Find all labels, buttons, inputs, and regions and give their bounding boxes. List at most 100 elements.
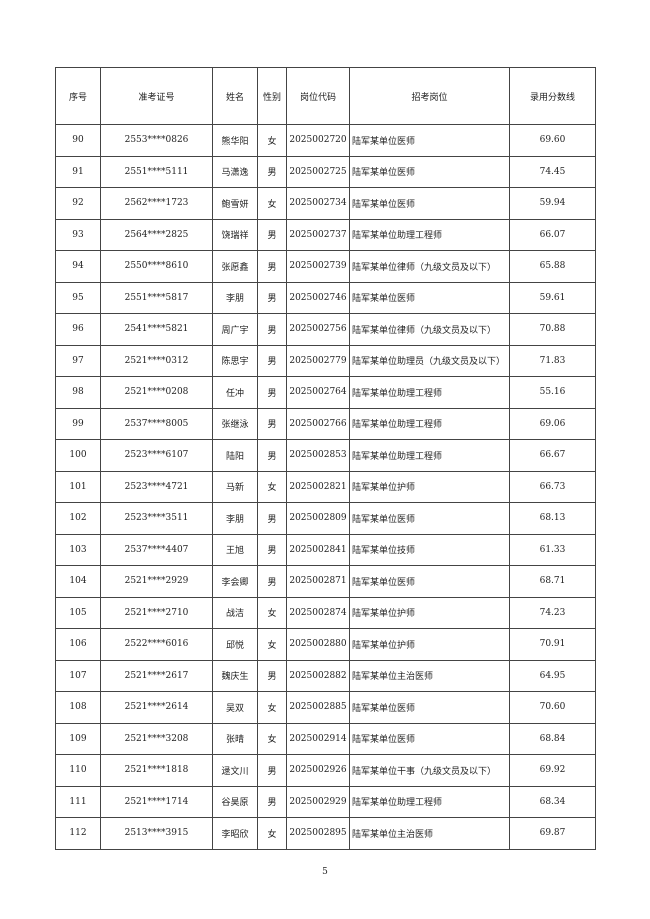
cell-position: 陆军某单位医师 — [349, 565, 510, 598]
cell-score: 70.60 — [509, 691, 596, 724]
cell-name: 陈思宇 — [212, 344, 258, 377]
table-row: 112 2513****3915 李昭欣女 2025002895 陆军某单位主治医师 69… — [55, 817, 596, 850]
cell-gender: 男 — [257, 376, 287, 409]
table-row: 104 2521****2929 李会卿男 2025002871 陆军某单位医师 68.7… — [55, 565, 596, 598]
table-row: 98 2521****0208 任冲男 2025002764 陆军某单位助理工程师 55.… — [55, 376, 596, 409]
cell-position: 陆军某单位主治医师 — [349, 817, 510, 850]
cell-position: 陆军某单位助理工程师 — [349, 376, 510, 409]
cell-position: 陆军某单位助理员（九级文员及以下） — [349, 344, 510, 377]
cell-position: 陆军某单位护师 — [349, 470, 510, 503]
cell-gender: 男 — [257, 313, 287, 346]
cell-score: 70.91 — [509, 628, 596, 661]
cell-exam-id: 2537****8005 — [100, 407, 213, 440]
cell-score: 66.67 — [509, 439, 596, 472]
cell-index: 99 — [55, 407, 101, 440]
cell-index: 101 — [55, 470, 101, 503]
cell-name: 张愿鑫 — [212, 250, 258, 283]
cell-score: 68.13 — [509, 502, 596, 535]
cell-score: 69.92 — [509, 754, 596, 787]
cell-index: 109 — [55, 722, 101, 755]
cell-index: 105 — [55, 596, 101, 629]
header-gender: 性别 — [257, 67, 287, 125]
cell-gender: 男 — [257, 502, 287, 535]
cell-name: 吴双 — [212, 691, 258, 724]
table-row: 103 2537****4407 王旭男 2025002841 陆军某单位技师 61.33 — [55, 533, 596, 566]
table-row: 107 2521****2617 魏庆生男 2025002882 陆军某单位主治医师 64… — [55, 659, 596, 692]
cell-position-code: 2025002929 — [286, 785, 350, 818]
cell-position: 陆军某单位医师 — [349, 502, 510, 535]
cell-position: 陆军某单位技师 — [349, 533, 510, 566]
cell-exam-id: 2523****3511 — [100, 502, 213, 535]
table-row: 92 2562****1723 鲍雪妍女 2025002734 陆军某单位医师 59.94 — [55, 187, 596, 220]
header-position-code: 岗位代码 — [286, 67, 350, 125]
cell-position-code: 2025002874 — [286, 596, 350, 629]
cell-score: 59.61 — [509, 281, 596, 314]
header-position: 招考岗位 — [349, 67, 510, 125]
cell-index: 102 — [55, 502, 101, 535]
cell-index: 106 — [55, 628, 101, 661]
header-exam-id: 准考证号 — [100, 67, 213, 125]
table-row: 102 2523****3511 李朋男 2025002809 陆军某单位医师 68.13 — [55, 502, 596, 535]
cell-name: 张继泳 — [212, 407, 258, 440]
cell-gender: 男 — [257, 565, 287, 598]
cell-exam-id: 2564****2825 — [100, 218, 213, 251]
table-row: 99 2537****8005 张继泳男 2025002766 陆军某单位助理工程师 69… — [55, 407, 596, 440]
cell-index: 91 — [55, 155, 101, 188]
cell-name: 李会卿 — [212, 565, 258, 598]
cell-gender: 男 — [257, 439, 287, 472]
cell-position: 陆军某单位医师 — [349, 281, 510, 314]
cell-index: 92 — [55, 187, 101, 220]
cell-position: 陆军某单位医师 — [349, 691, 510, 724]
cell-exam-id: 2521****2710 — [100, 596, 213, 629]
cell-exam-id: 2521****1714 — [100, 785, 213, 818]
cell-exam-id: 2541****5821 — [100, 313, 213, 346]
table-row: 96 2541****5821 周广宇男 2025002756 陆军某单位律师（九级文员… — [55, 313, 596, 346]
cell-exam-id: 2521****2614 — [100, 691, 213, 724]
cell-score: 66.07 — [509, 218, 596, 251]
cell-index: 95 — [55, 281, 101, 314]
cell-gender: 女 — [257, 187, 287, 220]
cell-score: 68.34 — [509, 785, 596, 818]
cell-gender: 男 — [257, 659, 287, 692]
cell-gender: 女 — [257, 817, 287, 850]
table-row: 95 2551****5817 李朋男 2025002746 陆军某单位医师 59.61 — [55, 281, 596, 314]
cell-position-code: 2025002725 — [286, 155, 350, 188]
cell-index: 110 — [55, 754, 101, 787]
cell-name: 张晴 — [212, 722, 258, 755]
cell-exam-id: 2553****0826 — [100, 124, 213, 157]
cell-exam-id: 2521****2929 — [100, 565, 213, 598]
cell-gender: 男 — [257, 250, 287, 283]
table-row: 108 2521****2614 吴双女 2025002885 陆军某单位医师 70.60 — [55, 691, 596, 724]
cell-position: 陆军某单位律师（九级文员及以下） — [349, 250, 510, 283]
cell-position: 陆军某单位医师 — [349, 722, 510, 755]
cell-score: 59.94 — [509, 187, 596, 220]
cell-gender: 男 — [257, 344, 287, 377]
cell-exam-id: 2523****6107 — [100, 439, 213, 472]
cell-position-code: 2025002779 — [286, 344, 350, 377]
cell-score: 65.88 — [509, 250, 596, 283]
cell-index: 111 — [55, 785, 101, 818]
cell-position: 陆军某单位干事（九级文员及以下） — [349, 754, 510, 787]
cell-gender: 男 — [257, 407, 287, 440]
cell-gender: 男 — [257, 785, 287, 818]
cell-position-code: 2025002885 — [286, 691, 350, 724]
cell-position: 陆军某单位助理工程师 — [349, 218, 510, 251]
cell-exam-id: 2521****0312 — [100, 344, 213, 377]
cell-score: 70.88 — [509, 313, 596, 346]
cell-name: 邱悦 — [212, 628, 258, 661]
cell-exam-id: 2562****1723 — [100, 187, 213, 220]
cell-name: 李朋 — [212, 502, 258, 535]
table-row: 90 2553****0826 熊华阳女 2025002720 陆军某单位医师 69.60 — [55, 124, 596, 157]
table-row: 101 2523****4721 马新女 2025002821 陆军某单位护师 66.73 — [55, 470, 596, 503]
admission-score-table: 序号 准考证号 姓名 性别 岗位代码 招考岗位 录用分数线 90 2553****… — [55, 67, 596, 850]
cell-gender: 女 — [257, 691, 287, 724]
cell-index: 98 — [55, 376, 101, 409]
cell-gender: 男 — [257, 754, 287, 787]
cell-gender: 女 — [257, 628, 287, 661]
cell-name: 战洁 — [212, 596, 258, 629]
cell-position-code: 2025002926 — [286, 754, 350, 787]
cell-position: 陆军某单位医师 — [349, 124, 510, 157]
cell-position-code: 2025002882 — [286, 659, 350, 692]
cell-index: 103 — [55, 533, 101, 566]
cell-index: 107 — [55, 659, 101, 692]
